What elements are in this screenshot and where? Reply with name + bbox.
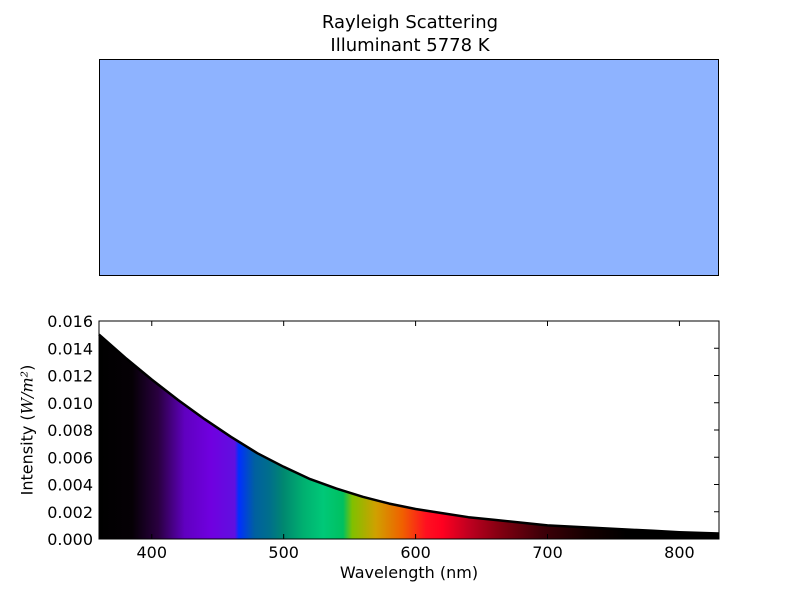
y-tick-label: 0.016 [47,312,93,331]
x-tick-label: 700 [532,543,563,562]
x-axis-label: Wavelength (nm) [339,563,479,582]
x-tick-label: 500 [268,543,299,562]
x-tick-label: 600 [400,543,431,562]
intensity-curve [98,333,720,535]
chart-title-line2: Illuminant 5778 K [330,35,490,56]
y-tick-label: 0.014 [47,339,93,358]
y-tick-label: 0.006 [47,448,93,467]
y-axis-label-suffix: ) [17,364,37,371]
spectrum-area [99,334,719,539]
sky-color-swatch [99,59,719,276]
x-tick-label: 800 [664,543,695,562]
y-tick-label: 0.008 [47,421,93,440]
y-axis-label-unit: W/m² [17,370,37,415]
y-axis-label-prefix: Intensity ( [17,414,37,496]
y-axis-label: Intensity (W/m²) [18,365,37,496]
chart-title-line1: Rayleigh Scattering [321,12,499,33]
y-tick-label: 0.002 [47,503,93,522]
y-tick-label: 0.012 [47,367,93,386]
x-tick-label: 400 [136,543,167,562]
y-tick-label: 0.010 [47,394,93,413]
y-tick-label: 0.004 [47,476,93,495]
y-tick-label: 0.000 [47,530,93,549]
